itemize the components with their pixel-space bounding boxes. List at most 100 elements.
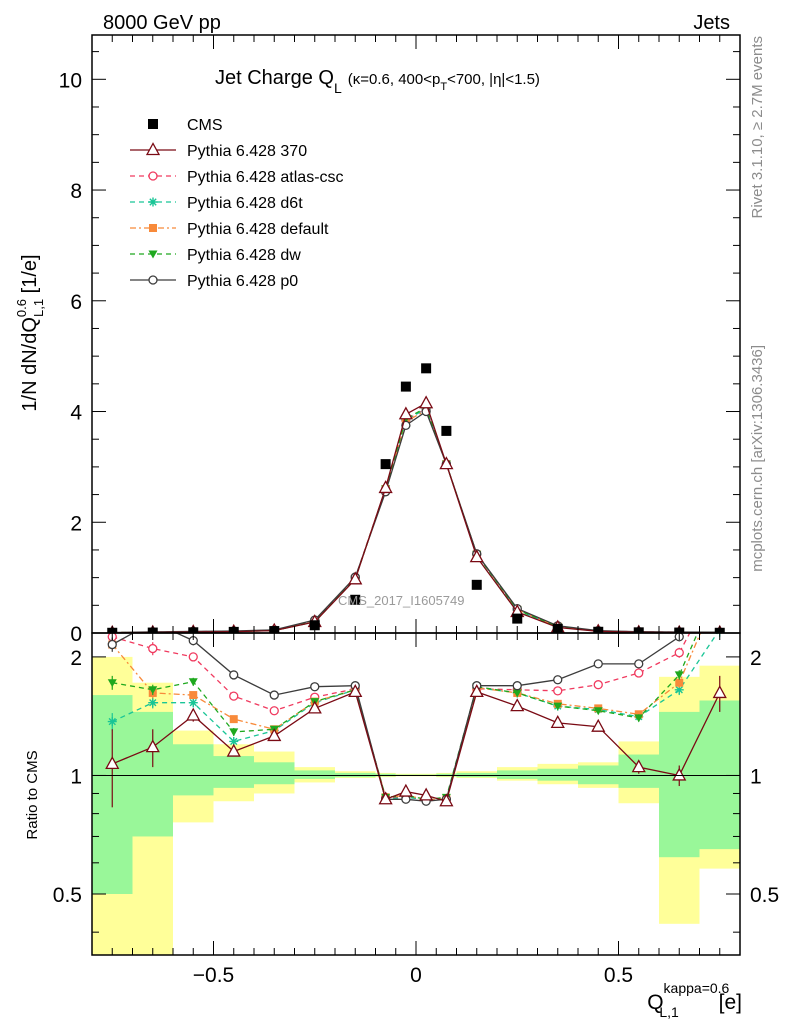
x-tick-label: −0.5	[193, 964, 234, 987]
ratio-marker	[674, 671, 684, 680]
ratio-marker	[550, 715, 565, 729]
ratio-marker	[593, 680, 603, 690]
cms-data-point	[309, 620, 320, 631]
ratio-y-tick-label: 0.5	[53, 884, 82, 907]
main-y-tick-label: 4	[70, 402, 82, 425]
series-marker	[348, 571, 363, 585]
ratio-y-tick-label: 2	[70, 647, 82, 670]
ratio-series-line	[112, 633, 691, 800]
ratio-marker	[398, 783, 413, 797]
xlabel-unit: [e]	[713, 991, 742, 1014]
ratio-marker	[145, 739, 160, 753]
ratio-marker	[634, 668, 644, 678]
ratio-marker	[186, 707, 201, 721]
ratio-marker	[512, 689, 522, 698]
ratio-marker	[591, 718, 606, 732]
ratio-inner-band	[578, 765, 619, 785]
legend-cms-marker	[148, 119, 158, 129]
series-marker	[378, 480, 393, 494]
x-tick-label: 0.5	[604, 964, 633, 987]
xlabel-text: Q	[647, 991, 663, 1014]
title-main-sub: L	[334, 80, 342, 96]
main-y-tick-label: 6	[70, 291, 82, 314]
ratio-marker	[148, 686, 158, 695]
cms-data-point	[380, 459, 391, 470]
ratio-marker	[107, 717, 117, 727]
rivet-side-label: Rivet 3.1.10, ≥ 2.7M events	[749, 36, 766, 219]
ratio-marker	[229, 728, 239, 737]
ratio-series-line	[112, 691, 721, 803]
main-y-tick-label: 0	[70, 623, 82, 646]
ratio-marker	[716, 584, 724, 592]
ratio-marker	[631, 759, 646, 773]
main-y-tick-label: 10	[59, 69, 82, 92]
ratio-marker	[267, 728, 282, 742]
ratio-inner-band	[173, 744, 214, 796]
ratio-marker	[105, 756, 120, 770]
ratio-marker	[229, 736, 239, 746]
ratio-marker	[419, 787, 434, 801]
ratio-inner-band	[294, 770, 335, 779]
legend-marker	[148, 275, 158, 285]
title-main: Jet Charge Q	[215, 67, 334, 89]
ratio-marker	[188, 678, 198, 687]
cms-data-point	[471, 579, 482, 590]
legend-marker	[148, 250, 158, 259]
ratio-inner-band	[213, 756, 254, 788]
ratio-y-tick-label-right: 0.5	[750, 884, 779, 907]
ratio-inner-band	[537, 768, 578, 781]
ratio-marker	[716, 557, 724, 565]
legend-label: Pythia 6.428 p0	[187, 273, 298, 290]
legend-marker	[148, 171, 158, 181]
ratio-y-tick-label-right: 2	[750, 647, 762, 670]
ratio-inner-band	[254, 762, 295, 785]
ratio-marker	[634, 714, 644, 723]
ratio-inner-band	[497, 770, 538, 779]
ratio-marker	[107, 639, 117, 650]
ratio-marker	[378, 791, 393, 805]
header-right-label: Jets	[693, 12, 730, 34]
ratio-series-line	[112, 633, 719, 801]
ratio-marker	[439, 793, 454, 807]
ratio-series-line	[111, 633, 683, 802]
ratio-marker	[229, 715, 238, 724]
ratio-marker	[229, 691, 239, 701]
ratio-marker	[712, 685, 727, 699]
legend-label: Pythia 6.428 default	[187, 221, 329, 238]
ratio-y-tick-label: 1	[70, 765, 82, 788]
ratio-marker	[672, 767, 687, 781]
ratio-marker	[510, 698, 525, 712]
ratio-y-axis-label: Ratio to CMS	[24, 750, 41, 839]
series-line	[112, 402, 720, 633]
ratio-marker	[189, 691, 198, 700]
cms-data-point	[441, 425, 452, 436]
ratio-marker	[634, 659, 644, 669]
ratio-marker	[269, 706, 279, 716]
ratio-marker	[188, 652, 198, 662]
ratio-series-line	[112, 633, 699, 800]
legend-label: CMS	[187, 117, 223, 134]
main-ylabel-sup: 0.6	[14, 299, 29, 317]
chart-title: Jet Charge QL (κ=0.6, 400<pT<700, |η|<1.5…	[215, 67, 540, 96]
main-ylabel-unit: [1/e]	[19, 254, 41, 298]
cms-data-point	[400, 381, 411, 392]
series-marker	[419, 395, 434, 409]
main-y-tick-label: 2	[70, 512, 82, 535]
legend-label: Pythia 6.428 370	[187, 143, 307, 160]
xlabel-sub: L,1	[659, 1004, 679, 1020]
series-marker	[439, 456, 454, 470]
header-left-label: 8000 GeV pp	[103, 12, 221, 34]
legend-label: Pythia 6.428 dw	[187, 247, 301, 264]
ratio-y-tick-label-right: 1	[750, 765, 762, 788]
ratio-marker	[674, 648, 684, 658]
xlabel-sup: kappa=0.6	[664, 980, 730, 996]
ratio-marker	[226, 743, 241, 757]
ratio-marker	[553, 686, 563, 696]
main-ylabel-text: 1/N dN/dQ	[19, 317, 41, 411]
x-axis-label: Qkappa=0.6 L,1 [e]	[647, 980, 742, 1020]
mcplots-side-label: mcplots.cern.ch [arXiv:1306.3436]	[749, 345, 766, 572]
ratio-marker	[348, 684, 363, 698]
ratio-marker	[269, 690, 279, 700]
